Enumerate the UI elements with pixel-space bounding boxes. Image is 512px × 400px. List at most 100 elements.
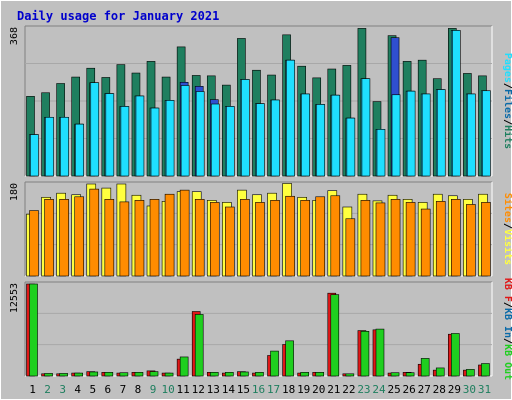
sites-bar <box>435 201 446 277</box>
x-axis-day-labels: 1 2 3 4 5 6 7 8 9 10 11 12 13 14 15 16 17 18 19 20 21 22 23 24 2… <box>29 383 491 396</box>
pages-bar <box>30 134 39 177</box>
pages-bar <box>406 90 416 177</box>
sites-bar <box>74 196 84 277</box>
sites-bar <box>330 195 341 277</box>
kb-in-bar <box>345 373 355 377</box>
sites-bar <box>194 199 205 277</box>
pages-bar <box>195 91 205 177</box>
sites-bar <box>390 199 401 277</box>
panel-hits-files-pages: 368 Pages/Files/Hits <box>9 25 512 177</box>
day-tick-label: 25 <box>387 383 400 396</box>
legend-part: / <box>502 302 512 308</box>
pages-bar <box>135 95 145 177</box>
day-tick-label: 14 <box>222 383 236 396</box>
pages-bar <box>346 117 356 177</box>
kb-in-bar <box>390 372 400 377</box>
panel-hits-series-legend: Pages/Files/Hits <box>502 53 512 149</box>
day-tick-label: 27 <box>418 383 431 396</box>
kb-in-bar <box>240 371 249 377</box>
pages-bar <box>75 123 84 177</box>
day-tick-label: 28 <box>433 383 446 396</box>
sites-bar <box>300 200 310 277</box>
panel-visits-sites: 180 Sites/Visits <box>9 181 512 277</box>
day-tick-label: 20 <box>312 383 325 396</box>
kb-in-bar <box>179 356 189 377</box>
pages-bar <box>90 82 100 177</box>
sites-bar <box>209 202 220 277</box>
day-tick-label: 21 <box>327 383 340 396</box>
legend-part: KB Out <box>502 344 512 380</box>
sites-bar <box>179 189 190 277</box>
day-tick-label: 4 <box>74 383 81 396</box>
panel-hits-ymax-label: 368 <box>9 27 20 45</box>
day-tick-label: 26 <box>403 383 416 396</box>
day-tick-label: 2 <box>44 383 51 396</box>
pages-bar <box>331 94 341 177</box>
day-tick-label: 7 <box>120 383 127 396</box>
pages-bar <box>105 93 115 177</box>
legend-part: / <box>502 223 512 229</box>
day-tick-label: 17 <box>267 383 280 396</box>
day-tick-label: 9 <box>150 383 157 396</box>
legend-part: / <box>502 83 512 89</box>
kb-in-bar <box>481 363 490 377</box>
pages-bar <box>45 116 54 177</box>
kb-in-bar <box>44 373 53 377</box>
kb-in-bar <box>59 373 68 377</box>
pages-bar <box>376 129 386 177</box>
day-tick-label: 30 <box>463 383 476 396</box>
pages-bar <box>271 99 280 177</box>
sites-bar <box>405 202 416 277</box>
panel-kb: 12553 KB F/KB In/KB Out <box>9 278 512 380</box>
day-tick-label: 29 <box>448 383 461 396</box>
kb-in-bar <box>375 328 385 377</box>
day-tick-label: 16 <box>252 383 265 396</box>
kb-in-bar <box>315 372 325 377</box>
pages-bar <box>150 107 160 177</box>
kb-in-bar <box>29 283 38 377</box>
pages-bar <box>165 100 175 177</box>
sites-bar <box>451 199 461 277</box>
sites-bar <box>134 200 145 277</box>
sites-bar <box>481 202 491 277</box>
sites-bar <box>466 204 476 277</box>
day-tick-label: 10 <box>161 383 174 396</box>
day-tick-label: 12 <box>192 383 205 396</box>
legend-part: Hits <box>502 125 512 149</box>
sites-bar <box>164 193 175 277</box>
legend-part: KB F <box>502 278 512 302</box>
day-tick-label: 1 <box>29 383 36 396</box>
legend-part: Pages <box>502 53 512 83</box>
kb-in-bar <box>285 340 294 377</box>
day-tick-label: 23 <box>357 383 370 396</box>
sites-bar <box>89 188 100 277</box>
day-tick-label: 5 <box>89 383 96 396</box>
pages-bar <box>482 90 491 177</box>
sites-bar <box>375 202 386 277</box>
kb-in-bar <box>194 314 204 377</box>
day-tick-label: 11 <box>177 383 190 396</box>
legend-part: / <box>502 119 512 125</box>
panel-kb-ymax-label: 12553 <box>9 283 20 313</box>
day-tick-label: 19 <box>297 383 310 396</box>
kb-in-bar <box>330 294 340 377</box>
day-tick-label: 22 <box>342 383 355 396</box>
panel-visits-series-legend: Sites/Visits <box>502 193 512 265</box>
kb-in-bar <box>225 372 234 377</box>
sites-bar <box>149 199 160 277</box>
pages-bar <box>316 104 326 177</box>
pages-bar <box>361 78 371 177</box>
sites-bar <box>59 199 69 277</box>
pages-bar <box>286 59 295 177</box>
kb-in-bar <box>360 330 370 377</box>
legend-part: Sites <box>502 193 512 223</box>
sites-bar <box>315 196 326 277</box>
pages-bar <box>467 93 476 177</box>
kb-in-bar <box>435 367 445 377</box>
sites-bar <box>104 199 115 277</box>
kb-in-bar <box>74 372 83 377</box>
legend-part: KB In <box>502 308 512 338</box>
